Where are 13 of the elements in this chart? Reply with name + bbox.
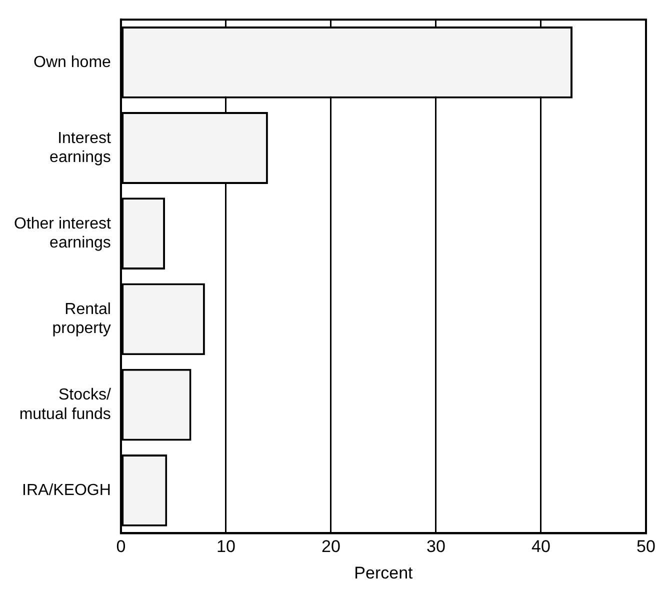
y-tick-label: Stocks/ mutual funds (19, 386, 112, 423)
x-axis-title: Percent (354, 563, 414, 582)
y-tick-label: Own home (34, 54, 112, 71)
x-tick-label: 30 (426, 537, 446, 556)
x-tick-label: 40 (532, 537, 550, 556)
x-tick-label: 10 (216, 537, 236, 556)
x-tick-label: 0 (116, 537, 126, 556)
y-tick-label: IRA/KEOGH (22, 482, 111, 499)
y-tick-label: Interest earnings (50, 130, 112, 166)
x-tick-label: 20 (321, 537, 340, 556)
y-tick-label: Rental property (52, 301, 111, 338)
x-tick-label: 50 (636, 537, 656, 556)
y-tick-label: Other interest earnings (14, 215, 112, 252)
